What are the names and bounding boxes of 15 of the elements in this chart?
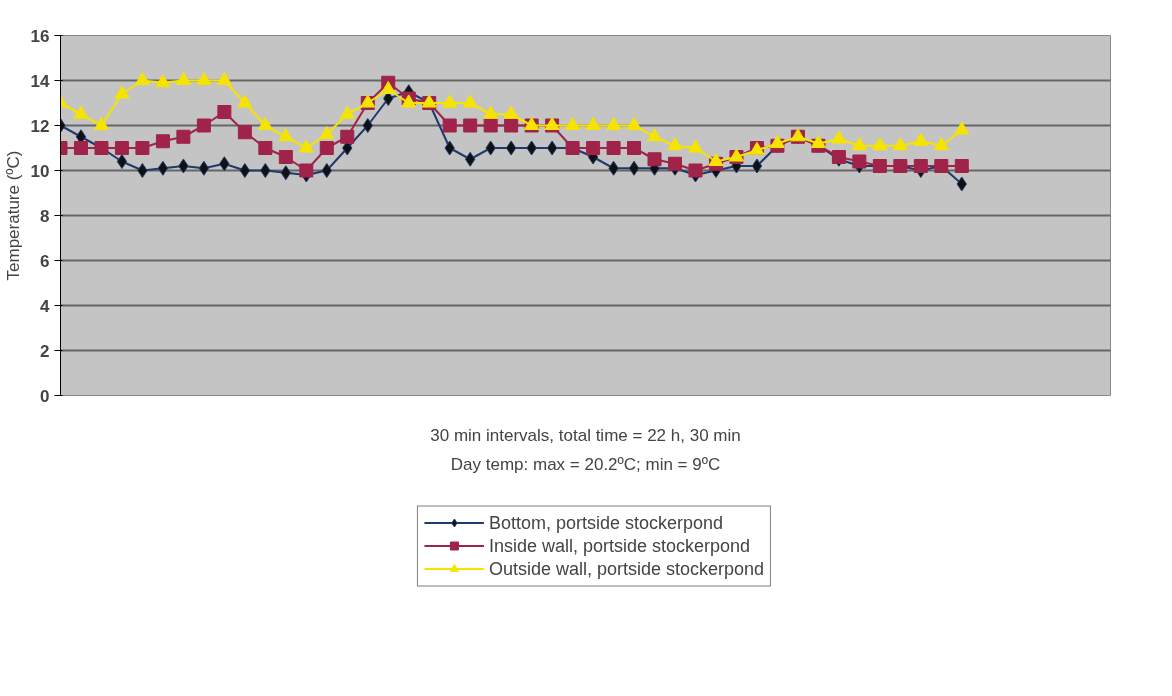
y-tick-label: 10: [30, 161, 50, 181]
y-axis-title: Temperature (ºC): [3, 150, 23, 281]
y-tick-label: 14: [30, 71, 51, 91]
y-tick-label: 4: [40, 296, 51, 316]
legend-label: Inside wall, portside stockerpond: [488, 535, 751, 556]
y-tick-label: 6: [40, 251, 50, 271]
y-tick-label: 8: [40, 206, 50, 226]
text: Day temp: max = 20.2ºC; min = 9ºC: [450, 454, 721, 474]
y-tick-label: 16: [30, 26, 50, 46]
y-tick-label: 0: [40, 386, 50, 406]
legend-label: Bottom, portside stockerpond: [488, 512, 724, 533]
legend-label: Outside wall, portside stockerpond: [488, 558, 765, 579]
x-axis-title: 30 min intervals, total time = 22 h, 30 min: [430, 425, 741, 445]
y-tick-label: 2: [40, 341, 50, 361]
y-tick-label: 12: [30, 116, 50, 136]
